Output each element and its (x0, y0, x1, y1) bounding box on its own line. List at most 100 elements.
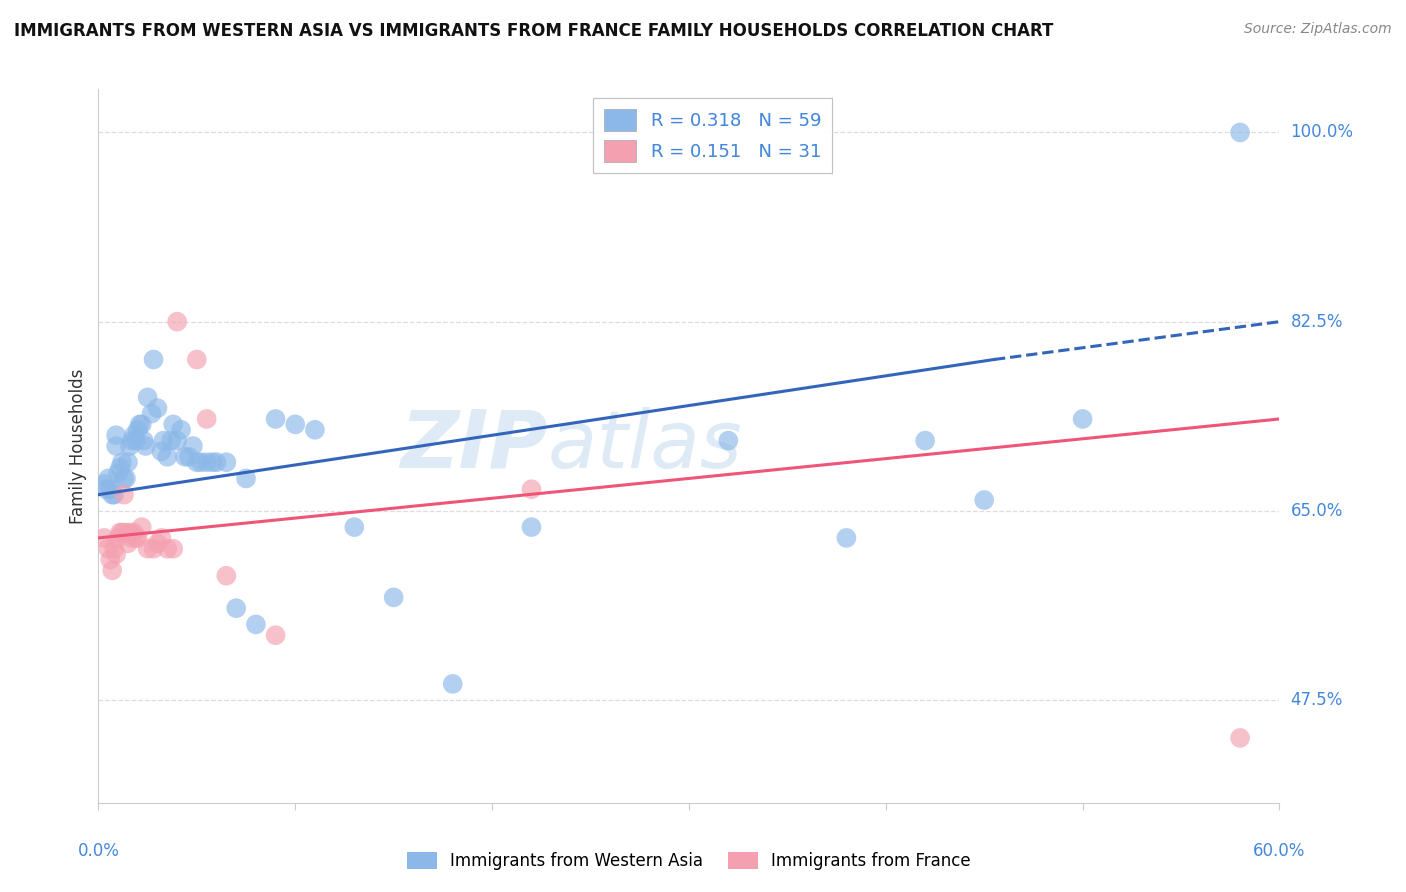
Point (520, 520, 543, 534)
Point (115, 525, 138, 540)
Point (170, 423, 193, 437)
Point (146, 536, 169, 550)
Point (136, 541, 159, 556)
Point (343, 520, 366, 534)
Point (245, 617, 267, 632)
Point (441, 677, 464, 691)
Point (150, 444, 173, 458)
Point (135, 439, 157, 453)
Point (98, 482, 121, 496)
Point (215, 455, 238, 469)
Point (166, 434, 188, 448)
Point (97, 471, 120, 485)
Point (150, 531, 173, 545)
Point (201, 455, 224, 469)
Point (111, 455, 134, 469)
Point (103, 541, 125, 556)
Point (108, 525, 131, 540)
Text: atlas: atlas (547, 407, 742, 485)
Point (186, 455, 208, 469)
Text: 82.5%: 82.5% (1291, 313, 1343, 331)
Text: ZIP: ZIP (399, 407, 547, 485)
Text: 47.5%: 47.5% (1291, 691, 1343, 709)
Point (111, 525, 134, 540)
Point (520, 482, 543, 496)
Text: Source: ZipAtlas.com: Source: ZipAtlas.com (1244, 22, 1392, 37)
Point (142, 541, 165, 556)
Point (105, 547, 128, 561)
Text: 0.0%: 0.0% (77, 842, 120, 860)
Point (117, 455, 139, 469)
Point (122, 525, 145, 540)
Point (121, 434, 143, 448)
Point (186, 352, 208, 367)
Point (160, 434, 183, 448)
Point (97, 541, 120, 556)
Point (1229, 125, 1251, 139)
Point (195, 412, 218, 426)
Point (225, 601, 247, 615)
Point (181, 439, 204, 453)
Point (127, 423, 149, 437)
Point (717, 434, 740, 448)
Point (136, 390, 159, 404)
Point (107, 531, 129, 545)
Point (93, 531, 115, 545)
Point (156, 450, 179, 464)
Point (103, 488, 125, 502)
Point (101, 488, 124, 502)
Point (127, 531, 149, 545)
Y-axis label: Family Households: Family Households (69, 368, 87, 524)
Point (190, 455, 212, 469)
Point (108, 460, 131, 475)
Point (382, 591, 405, 605)
Point (264, 412, 287, 426)
Point (205, 455, 228, 469)
Point (162, 417, 184, 432)
Point (118, 439, 141, 453)
Point (1071, 412, 1094, 426)
Point (835, 531, 858, 545)
Point (118, 525, 141, 540)
Point (96, 482, 118, 496)
Point (125, 434, 148, 448)
Point (112, 471, 135, 485)
Text: 60.0%: 60.0% (1253, 842, 1306, 860)
Point (101, 563, 124, 577)
Point (141, 407, 163, 421)
Point (105, 428, 128, 442)
Legend: R = 0.318   N = 59, R = 0.151   N = 31: R = 0.318 N = 59, R = 0.151 N = 31 (593, 98, 832, 173)
Point (122, 428, 145, 442)
Point (131, 520, 153, 534)
Point (215, 568, 238, 582)
Point (117, 536, 139, 550)
Point (264, 628, 287, 642)
Point (131, 417, 153, 432)
Point (105, 439, 128, 453)
Point (93, 476, 115, 491)
Point (121, 531, 143, 545)
Point (112, 488, 135, 502)
Point (235, 471, 257, 485)
Point (125, 531, 148, 545)
Point (914, 434, 936, 448)
Point (98, 552, 121, 566)
Point (177, 450, 200, 464)
Point (973, 493, 995, 508)
Point (166, 315, 188, 329)
Text: 100.0%: 100.0% (1291, 123, 1354, 142)
Point (162, 541, 184, 556)
Point (1229, 731, 1251, 745)
Point (128, 417, 150, 432)
Text: 65.0%: 65.0% (1291, 502, 1343, 520)
Point (107, 466, 129, 480)
Point (174, 450, 197, 464)
Point (132, 434, 155, 448)
Point (195, 455, 218, 469)
Point (284, 417, 307, 432)
Point (304, 423, 326, 437)
Point (146, 401, 169, 416)
Point (152, 434, 174, 448)
Point (156, 541, 179, 556)
Text: IMMIGRANTS FROM WESTERN ASIA VS IMMIGRANTS FROM FRANCE FAMILY HOUSEHOLDS CORRELA: IMMIGRANTS FROM WESTERN ASIA VS IMMIGRAN… (14, 22, 1053, 40)
